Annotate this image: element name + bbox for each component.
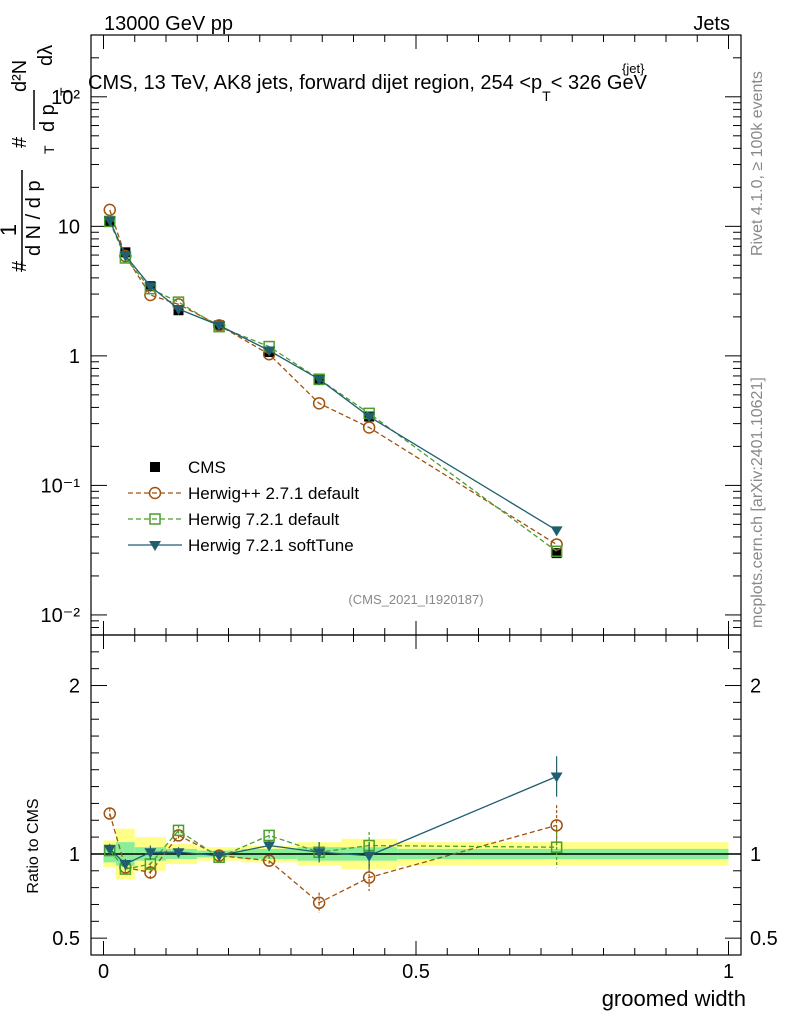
data-point: [119, 251, 132, 262]
legend-marker: [149, 541, 161, 551]
ratio-point: [172, 824, 185, 837]
ratio-point: [363, 851, 376, 862]
series-herwig-2-7-1-default: [103, 203, 563, 913]
ratio-point: [263, 841, 276, 852]
y-axis-label: # 1 d N / d p T # d p T d²N dλ: [0, 45, 73, 272]
y-tick-label: 10: [58, 216, 80, 238]
ratio-frame-box: [90, 634, 742, 956]
series-line-ratio: [109, 829, 557, 870]
ratio-point: [213, 851, 226, 862]
data-point: [172, 305, 185, 316]
ratio-tick-label-left: 2: [69, 676, 80, 698]
ratio-point: [144, 858, 157, 870]
ratio-point: [119, 860, 132, 871]
ratio-point: [550, 772, 563, 783]
ratio-point: [172, 848, 185, 859]
legend-marker: [149, 513, 161, 525]
ratio-tick-label-right: 0.5: [750, 928, 778, 950]
y-label-part-6: T: [57, 87, 73, 96]
chart-marks: CMS Herwig++ 2.7.1 default Herwig 7.2.1 de…: [103, 203, 563, 913]
series-line-main: [109, 221, 558, 552]
ratio-point: [550, 819, 563, 832]
y-label-part-0: #: [9, 260, 31, 272]
ratio-tick-label-right: 1: [750, 844, 761, 866]
data-point: [551, 548, 562, 559]
legend-label: Herwig 7.2.1 softTune: [188, 536, 354, 555]
chart-title: CMS, 13 TeV, AK8 jets, forward dijet reg…: [88, 72, 648, 104]
ratio-point: [103, 844, 116, 855]
data-point: [550, 545, 563, 558]
header-left: 13000 GeV pp: [104, 13, 233, 35]
data-point: [313, 375, 326, 386]
ratio-point: [103, 807, 116, 820]
y-label-part-5: d p: [37, 104, 59, 132]
ratio-tick-label-left: 1: [69, 844, 80, 866]
ratio-point: [362, 871, 376, 884]
ratio-point: [313, 848, 326, 859]
chart-title-sup: {jet}: [622, 61, 645, 76]
x-tick-label: 0.5: [402, 961, 430, 983]
legend-label: Herwig 7.2.1 default: [188, 510, 339, 529]
y-label-part-2: d N / d p: [23, 180, 45, 256]
y-tick-label: 1: [69, 346, 80, 368]
data-point: [103, 216, 116, 227]
mcplots-text: mcplots.cern.ch [arXiv:2401.10621]: [749, 377, 766, 628]
legend-label: Herwig++ 2.7.1 default: [188, 484, 359, 503]
legend-marker: [150, 462, 160, 472]
data-point: [144, 282, 157, 293]
data-point: [550, 526, 563, 537]
y-label-part-4: #: [9, 136, 31, 148]
ratio-tick-label-right: 2: [750, 676, 761, 698]
x-tick-label: 1: [723, 961, 734, 983]
ratio-point: [263, 829, 275, 842]
data-point: [213, 321, 226, 332]
y-tick-label: 10²: [51, 87, 80, 109]
ratio-tick-label-left: 0.5: [52, 928, 80, 950]
rivet-version-text: Rivet 4.1.0, ≥ 100k events: [749, 71, 766, 256]
ratio-point: [144, 866, 157, 879]
legend-label: CMS: [188, 458, 226, 477]
chart-title-sub: T: [542, 88, 551, 104]
y-tick-label: 10⁻²: [41, 605, 81, 627]
y-label-part-1: 1: [0, 224, 21, 236]
ratio-point: [262, 854, 276, 867]
data-point: [363, 412, 376, 423]
analysis-id: (CMS_2021_I1920187): [348, 592, 483, 607]
y-label-part-8: dλ: [35, 45, 57, 66]
legend-marker: [148, 486, 162, 500]
x-tick-label: 0: [98, 961, 109, 983]
x-axis-label: groomed width: [602, 986, 746, 1011]
ratio-point: [144, 848, 157, 859]
series-cms: [104, 217, 562, 559]
y-label-part-3: T: [41, 145, 57, 154]
data-point: [312, 397, 326, 410]
chart-title-end: < 326 GeV: [551, 72, 648, 94]
ratio-panel: 0 0.5 1 0.5 0.5 1 1 2 2: [52, 634, 778, 983]
chart-title-main: CMS, 13 TeV, AK8 jets, forward dijet reg…: [88, 72, 542, 94]
header-right: Jets: [693, 13, 730, 35]
series-herwig-7-2-1-softtune: [103, 216, 563, 871]
series-line-ratio: [109, 813, 557, 904]
ratio-y-label: Ratio to CMS: [25, 798, 42, 893]
y-tick-label: 10⁻¹: [41, 475, 81, 497]
legend: CMS Herwig++ 2.7.1 default Herwig 7.2.1 de…: [128, 458, 359, 555]
ratio-point: [550, 841, 563, 853]
data-point: [263, 346, 276, 357]
ratio-point: [312, 896, 326, 910]
data-point: [103, 203, 116, 217]
data-point: [550, 538, 563, 551]
y-label-part-7: d²N: [9, 60, 31, 92]
main-panel: 10⁻² 10⁻¹ 1 10 10²: [41, 34, 742, 955]
